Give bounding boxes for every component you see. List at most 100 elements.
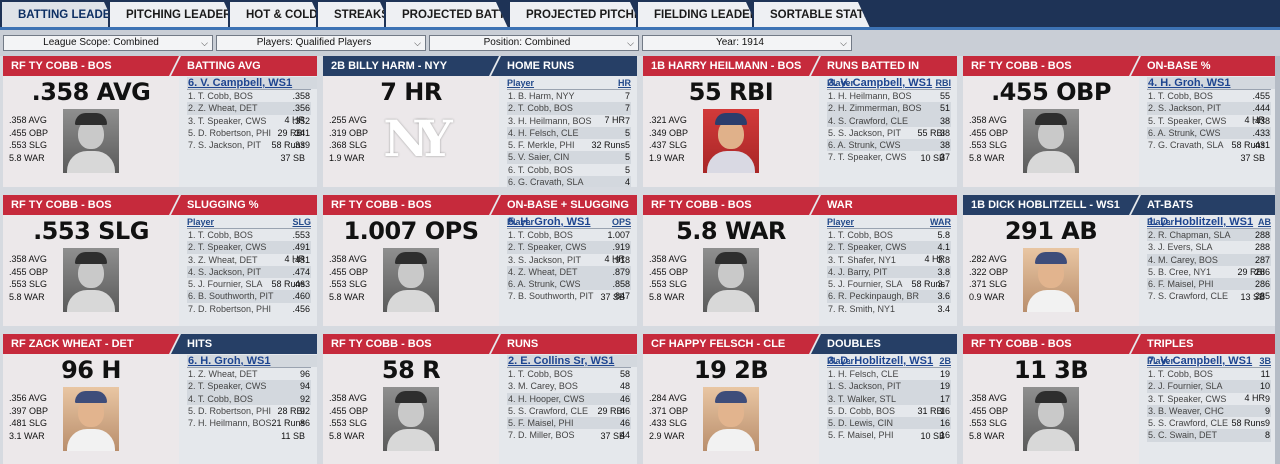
leader-row[interactable]: 1. T. Cobb, BOS 58 <box>507 368 631 380</box>
position-select[interactable]: Position: Combined ⌵ <box>429 35 639 51</box>
leader-name[interactable]: 4. H. Felsch, CLE <box>508 127 579 138</box>
stat-column-header[interactable]: RBI <box>935 78 952 88</box>
league-scope-select[interactable]: League Scope: Combined ⌵ <box>3 35 213 51</box>
leader-name[interactable]: 1. Z. Wheat, DET <box>188 369 258 379</box>
leader-row[interactable]: 2. J. Fournier, SLA 10 <box>1147 380 1271 393</box>
leader-row[interactable]: 3. B. Weaver, CHC 9 <box>1147 404 1271 418</box>
leader-row[interactable]: 1. T. Cobb, BOS 1.007 <box>507 229 631 241</box>
leader-row[interactable]: 7. D. Miller, BOS 44 <box>507 429 631 441</box>
leader-row[interactable]: 6. H. Groh, WS188 <box>187 355 317 367</box>
leader-name[interactable]: 7. D. Miller, BOS <box>508 430 575 441</box>
leader-row[interactable]: 2. R. Chapman, SLA 288 <box>1147 229 1271 242</box>
player-column-header[interactable]: Player <box>1147 217 1175 227</box>
leader-row[interactable]: 7. S. Crawford, CLE 285 <box>1147 290 1271 302</box>
leader-name[interactable]: 6. T. Cobb, BOS <box>508 164 573 175</box>
leader-row[interactable]: 2. Z. Wheat, DET .356 <box>187 102 311 115</box>
leader-name[interactable]: 5. T. Speaker, CWS <box>1148 115 1227 126</box>
leader-row[interactable]: 5. F. Maisel, PHI 46 <box>507 417 631 430</box>
leader-name[interactable]: 1. S. Jackson, PIT <box>828 381 902 392</box>
player-column-header[interactable]: Player <box>187 217 215 227</box>
leader-name[interactable]: 7. V. Campbell, WS1 <box>1148 355 1253 367</box>
leader-name[interactable]: 5. F. Maisel, PHI <box>508 418 574 429</box>
stat-column-header[interactable]: 2B <box>939 356 951 366</box>
leader-name[interactable]: 6. V. Campbell, WS1 <box>188 77 293 89</box>
leader-name[interactable]: 1. T. Cobb, BOS <box>828 230 893 240</box>
featured-player-header[interactable]: 1B DICK HOBLITZELL - WS1 <box>963 195 1139 215</box>
leader-row[interactable]: 6. F. Maisel, PHI 286 <box>1147 278 1271 291</box>
leader-row[interactable]: 2. T. Cobb, BOS 7 <box>507 102 631 115</box>
leader-name[interactable]: 3. T. Speaker, CWS <box>1148 393 1227 404</box>
leader-name[interactable]: 3. V. Campbell, WS1 <box>828 77 933 89</box>
leader-name[interactable]: 4. H. Groh, WS1 <box>1148 77 1231 89</box>
player-photo[interactable] <box>1023 248 1079 312</box>
leader-name[interactable]: 3. T. Speaker, CWS <box>188 115 267 126</box>
leader-name[interactable]: 5. D. Lewis, CIN <box>828 418 894 429</box>
leader-name[interactable]: 5. B. Cree, NY1 <box>1148 266 1212 277</box>
player-column-header[interactable]: Player <box>507 78 535 88</box>
leader-row[interactable]: 3. M. Carey, BOS 48 <box>507 380 631 392</box>
leader-name[interactable]: 3. H. Heilmann, BOS <box>508 115 592 126</box>
leader-row[interactable]: 1. T. Cobb, BOS 11 <box>1147 368 1271 380</box>
leader-name[interactable]: 1. T. Cobb, BOS <box>508 369 573 379</box>
leader-row[interactable]: 6. G. Cravath, SLA 4 <box>507 176 631 187</box>
leader-name[interactable]: 5. F. Merkle, PHI <box>508 140 575 151</box>
leader-row[interactable]: 5. B. Cree, NY1 286 <box>1147 266 1271 278</box>
stat-column-header[interactable]: SLG <box>292 217 311 227</box>
leader-name[interactable]: 2. T. Speaker, CWS <box>508 242 587 253</box>
leader-row[interactable]: 3. T. Speaker, CWS 9 <box>1147 393 1271 405</box>
leader-name[interactable]: 4. M. Carey, BOS <box>1148 254 1218 265</box>
leader-row[interactable]: 5. D. Robertson, PHI .341 <box>187 127 311 139</box>
leader-row[interactable]: 3. T. Shafer, NY1 3.8 <box>827 254 951 266</box>
featured-player-header[interactable]: 2B BILLY HARM - NYY <box>323 56 499 76</box>
leader-name[interactable]: 7. S. Jackson, PIT <box>188 140 262 151</box>
player-column-header[interactable]: Player <box>1147 356 1175 366</box>
leader-name[interactable]: 6. A. Strunk, CWS <box>508 279 581 290</box>
leader-name[interactable]: 4. S. Jackson, PIT <box>188 266 262 277</box>
leader-row[interactable]: 1. D. Hoblitzell, WS1291 <box>1147 216 1277 228</box>
leader-row[interactable]: 3. V. Campbell, WS142 <box>827 77 957 89</box>
leader-name[interactable]: 5. D. Cobb, BOS <box>828 405 896 416</box>
leader-name[interactable]: 7. G. Cravath, SLA <box>1148 140 1224 151</box>
leader-row[interactable]: 2. H. Zimmerman, BOS 51 <box>827 102 951 115</box>
leader-name[interactable]: 3. T. Walker, STL <box>828 393 897 404</box>
leader-name[interactable]: 4. S. Crawford, CLE <box>828 115 909 126</box>
featured-player-header[interactable]: RF TY COBB - BOS <box>3 195 179 215</box>
stat-column-header[interactable]: 3B <box>1259 356 1271 366</box>
leader-row[interactable]: 5. S. Crawford, CLE 9 <box>1147 417 1271 429</box>
leader-name[interactable]: 4. Z. Wheat, DET <box>508 266 578 277</box>
leader-row[interactable]: 5. J. Fournier, SLA 3.7 <box>827 278 951 290</box>
leader-name[interactable]: 5. J. Fournier, SLA <box>188 279 263 290</box>
leader-row[interactable]: 4. H. Groh, WS1.438 <box>1147 77 1277 89</box>
featured-player-header[interactable]: RF TY COBB - BOS <box>963 56 1139 76</box>
leader-row[interactable]: 7. B. Southworth, PIT .847 <box>507 290 631 302</box>
year-select[interactable]: Year: 1914 ⌵ <box>642 35 852 51</box>
leader-name[interactable]: 1. D. Hoblitzell, WS1 <box>1148 216 1254 228</box>
leader-name[interactable]: 1. T. Cobb, BOS <box>508 230 573 240</box>
leader-row[interactable]: 3. D. Hoblitzell, WS117 <box>827 355 957 367</box>
leader-row[interactable]: 6. A. Strunk, CWS .433 <box>1147 126 1271 140</box>
featured-player-header[interactable]: 1B HARRY HEILMANN - BOS <box>643 56 819 76</box>
leader-row[interactable]: 2. T. Speaker, CWS .491 <box>187 241 311 254</box>
leader-name[interactable]: 5. D. Robertson, PHI <box>188 127 272 138</box>
stat-column-header[interactable]: AB <box>1258 217 1271 227</box>
leader-name[interactable]: 1. T. Cobb, BOS <box>188 91 253 101</box>
leader-name[interactable]: 2. J. Fournier, SLA <box>1148 381 1223 392</box>
leader-name[interactable]: 6. F. Maisel, PHI <box>1148 279 1214 290</box>
leader-name[interactable]: 1. H. Heilmann, BOS <box>828 91 912 101</box>
leader-name[interactable]: 2. T. Speaker, CWS <box>188 381 267 392</box>
players-select[interactable]: Players: Qualified Players ⌵ <box>216 35 426 51</box>
leader-name[interactable]: 7. B. Southworth, PIT <box>508 291 594 302</box>
player-photo[interactable] <box>383 248 439 312</box>
featured-player-header[interactable]: RF TY COBB - BOS <box>643 195 819 215</box>
leader-row[interactable]: 4. H. Felsch, CLE 5 <box>507 126 631 140</box>
leader-name[interactable]: 7. H. Heilmann, BOS <box>188 418 272 429</box>
stat-column-header[interactable]: HR <box>618 78 631 88</box>
leader-row[interactable]: 4. S. Crawford, CLE 38 <box>827 114 951 127</box>
leader-name[interactable]: 2. T. Speaker, CWS <box>188 242 267 253</box>
leader-row[interactable]: 4. S. Jackson, PIT .474 <box>187 265 311 279</box>
leader-row[interactable]: 3. H. Heilmann, BOS 7 <box>507 115 631 127</box>
leader-name[interactable]: 4. T. Cobb, BOS <box>188 393 253 404</box>
leader-row[interactable]: 5. J. Fournier, SLA .463 <box>187 278 311 290</box>
leader-name[interactable]: 6. G. Cravath, SLA <box>508 177 584 187</box>
player-photo[interactable] <box>1023 387 1079 451</box>
